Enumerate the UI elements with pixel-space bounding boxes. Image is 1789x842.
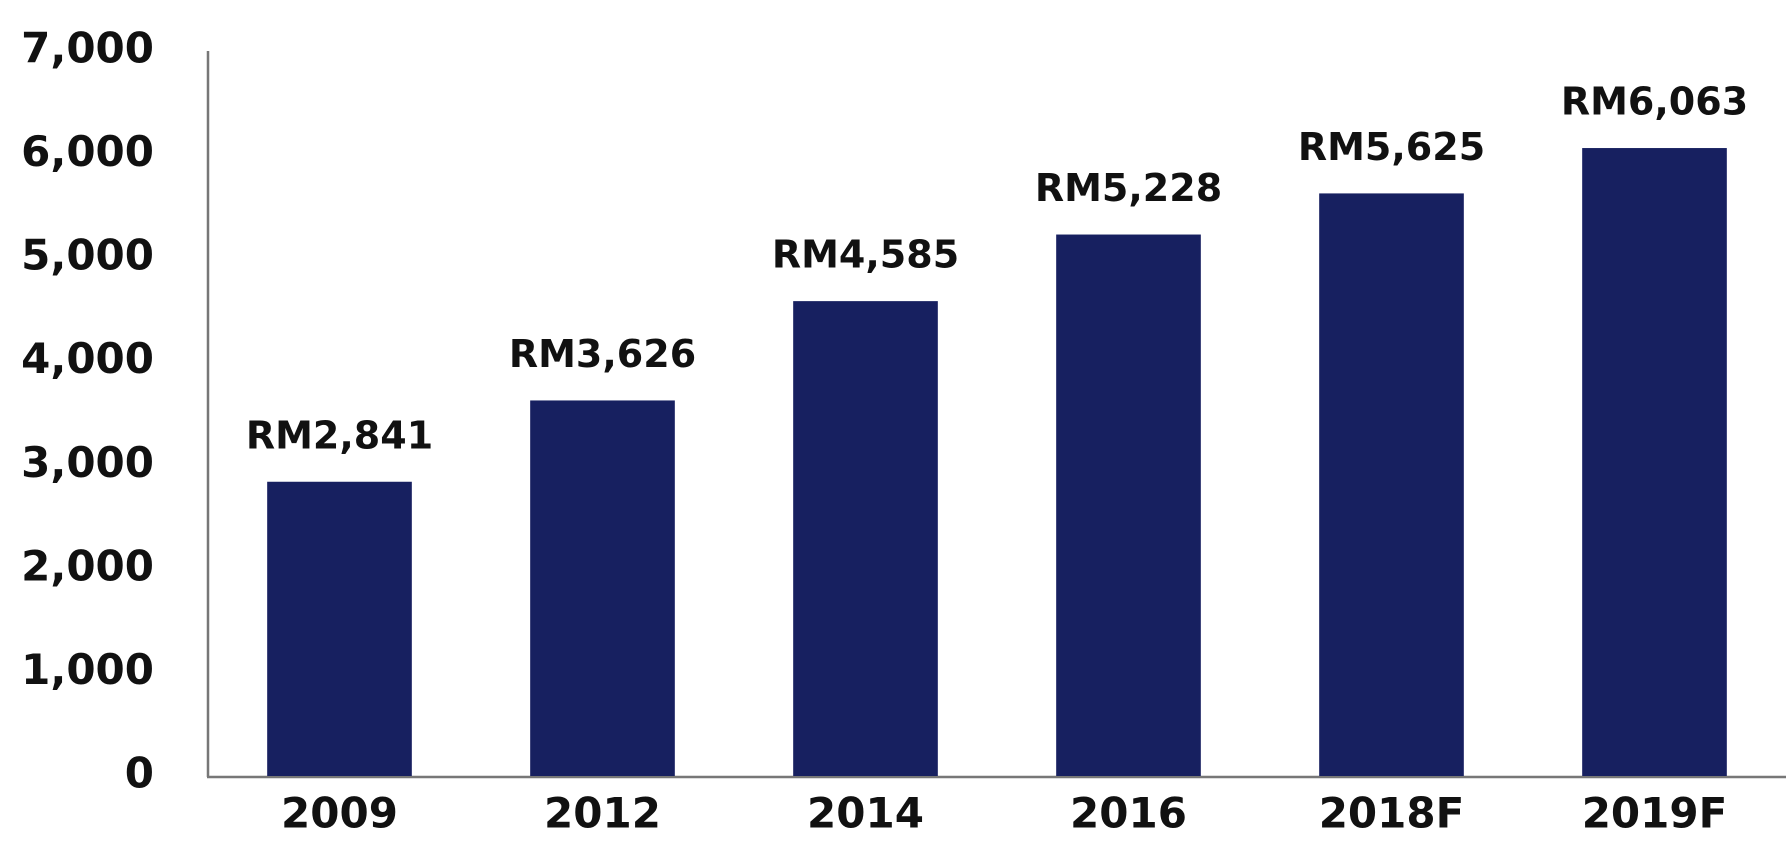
data-label: RM6,063	[1561, 80, 1748, 124]
x-tick-label: 2012	[544, 789, 661, 838]
data-label: RM3,626	[509, 332, 696, 376]
x-tick-label: 2016	[1070, 789, 1187, 838]
data-label: RM2,841	[246, 413, 433, 457]
x-tick-label: 2018F	[1319, 789, 1465, 838]
y-tick-label: 7,000	[21, 24, 154, 73]
x-tick-label: 2009	[281, 789, 398, 838]
x-tick-label: 2014	[807, 789, 924, 838]
y-tick-label: 1,000	[21, 645, 154, 694]
y-tick-label: 2,000	[21, 541, 154, 590]
bar	[793, 301, 938, 776]
bar	[267, 481, 412, 776]
y-tick-label: 5,000	[21, 231, 154, 280]
bar	[1319, 193, 1464, 777]
y-tick-label: 4,000	[21, 334, 154, 383]
bar	[530, 400, 675, 776]
bar	[1056, 234, 1201, 776]
bar	[1582, 148, 1727, 776]
data-label: RM5,228	[1035, 166, 1222, 210]
data-label: RM4,585	[772, 233, 959, 277]
y-tick-label: 6,000	[21, 127, 154, 176]
y-tick-label: 0	[125, 749, 154, 798]
data-label: RM5,625	[1298, 125, 1485, 169]
y-tick-label: 3,000	[21, 438, 154, 487]
x-tick-label: 2019F	[1582, 789, 1728, 838]
